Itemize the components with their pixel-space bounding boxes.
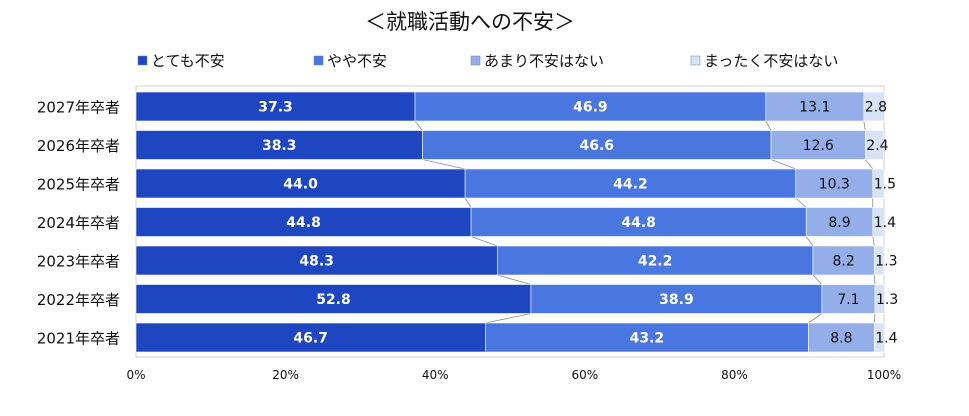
- category-label-4: 2024年卒者: [37, 214, 120, 232]
- bar-segment-4-row-5: [873, 245, 885, 276]
- data-label-4-row-6: 1.3: [876, 292, 898, 308]
- data-label-4-row-7: 1.4: [875, 331, 897, 347]
- data-label-2-row-4: 44.8: [621, 215, 656, 231]
- data-label-4-row-4: 1.4: [874, 215, 896, 231]
- bar-segment-4-row-2: [864, 130, 884, 160]
- legend: とても不安 やや不安 あまり不安はない まったく不安はない: [137, 52, 838, 70]
- legend-swatch-2: [313, 55, 324, 66]
- data-label-3-row-4: 8.9: [828, 215, 850, 231]
- data-labels: 37.3 46.9 13.1 2.8 38.3 46.6 12.6 2.4 44.0 44.2 10…: [258, 100, 898, 347]
- series-line-2-row-1: [765, 120, 772, 131]
- data-label-2-row-6: 38.9: [659, 292, 694, 308]
- category-label-7: 2021年卒者: [37, 330, 120, 348]
- category-label-5: 2023年卒者: [37, 253, 120, 271]
- series-line-3-row-1: [863, 120, 866, 131]
- bar-segment-4-row-3: [872, 168, 885, 199]
- bar-segment-2-row-7: [485, 322, 809, 353]
- data-label-4-row-2: 2.4: [866, 138, 888, 154]
- x-tick-label-5: 80%: [721, 368, 748, 382]
- bar-segment-2-row-2: [422, 130, 772, 160]
- data-label-2-row-1: 46.9: [573, 100, 608, 116]
- legend-swatch-4: [690, 55, 701, 66]
- series-line-2-row-6: [808, 313, 823, 324]
- series-line-2-row-4: [805, 236, 814, 247]
- data-label-3-row-6: 7.1: [837, 292, 859, 308]
- y-axis: 2027年卒者 2026年卒者 2025年卒者 2024年卒者 2023年卒者 2022年…: [37, 99, 120, 348]
- data-label-1-row-5: 48.3: [299, 254, 334, 270]
- bars: [135, 91, 886, 353]
- bar-segment-3-row-6: [821, 284, 876, 314]
- x-tick-label-4: 60%: [571, 368, 598, 382]
- x-tick-label-2: 20%: [272, 368, 299, 382]
- bar-segment-3-row-5: [812, 245, 875, 276]
- series-line-3-row-4: [872, 236, 875, 247]
- bar-segment-1-row-5: [135, 245, 498, 276]
- category-label-2: 2026年卒者: [37, 137, 120, 155]
- legend-swatch-3: [470, 55, 481, 66]
- legend-label-2: やや不安: [327, 52, 387, 70]
- legend-label-4: まったく不安はない: [704, 52, 838, 70]
- bar-segment-2-row-3: [464, 168, 797, 199]
- series-line-3-row-6: [873, 313, 876, 324]
- category-label-1: 2027年卒者: [37, 99, 120, 117]
- series-line-1-row-4: [470, 236, 498, 247]
- category-label-6: 2022年卒者: [37, 291, 120, 309]
- data-label-1-row-6: 52.8: [316, 292, 351, 308]
- category-label-3: 2025年卒者: [37, 176, 120, 194]
- data-label-2-row-5: 42.2: [638, 254, 673, 270]
- series-line-1-row-1: [414, 120, 423, 131]
- legend-label-1: とても不安: [151, 52, 225, 70]
- bar-segment-2-row-4: [470, 207, 807, 237]
- chart-title: ＜就職活動への不安＞: [365, 10, 575, 34]
- series-line-2-row-2: [770, 159, 796, 170]
- legend-swatch-1: [137, 55, 148, 66]
- series-lines: [414, 120, 876, 324]
- data-label-4-row-3: 1.5: [874, 177, 896, 193]
- bar-segment-3-row-3: [795, 168, 874, 199]
- series-line-2-row-5: [812, 274, 823, 285]
- data-label-4-row-1: 2.8: [865, 100, 887, 116]
- bar-segment-3-row-1: [765, 91, 865, 122]
- bar-segment-4-row-6: [874, 284, 886, 314]
- x-tick-label-6: 100%: [867, 368, 901, 382]
- bar-segment-2-row-5: [496, 245, 814, 276]
- series-line-3-row-5: [873, 274, 876, 285]
- data-label-3-row-1: 13.1: [799, 100, 830, 116]
- series-line-3-row-2: [864, 159, 874, 170]
- data-label-1-row-4: 44.8: [286, 215, 321, 231]
- data-label-2-row-7: 43.2: [630, 331, 665, 347]
- data-label-1-row-3: 44.0: [283, 177, 318, 193]
- bar-segment-1-row-7: [135, 322, 486, 353]
- x-tick-label-3: 40%: [422, 368, 449, 382]
- bar-segment-3-row-4: [805, 207, 874, 237]
- legend-label-3: あまり不安はない: [484, 52, 604, 70]
- data-label-3-row-3: 10.3: [819, 177, 850, 193]
- series-line-1-row-3: [464, 197, 472, 208]
- data-label-1-row-2: 38.3: [262, 138, 297, 154]
- bar-segment-1-row-3: [135, 168, 466, 199]
- bar-segment-3-row-2: [770, 130, 866, 160]
- series-line-2-row-3: [795, 197, 807, 208]
- data-label-3-row-5: 8.2: [832, 254, 854, 270]
- data-label-3-row-2: 12.6: [803, 138, 834, 154]
- series-line-1-row-5: [497, 274, 532, 285]
- data-label-2-row-2: 46.6: [579, 138, 614, 154]
- x-axis: 0% 20% 40% 60% 80% 100%: [126, 368, 901, 382]
- x-tick-label-1: 0%: [126, 368, 145, 382]
- bar-segment-4-row-1: [863, 91, 886, 122]
- data-label-1-row-1: 37.3: [258, 100, 293, 116]
- data-label-1-row-7: 46.7: [293, 331, 328, 347]
- data-label-2-row-3: 44.2: [613, 177, 648, 193]
- bar-segment-4-row-7: [873, 322, 886, 353]
- data-label-3-row-7: 8.8: [830, 331, 852, 347]
- series-line-1-row-6: [485, 313, 532, 324]
- bar-segment-2-row-1: [414, 91, 767, 122]
- bar-segment-1-row-6: [135, 284, 532, 314]
- data-label-4-row-5: 1.3: [875, 254, 897, 270]
- series-line-1-row-2: [422, 159, 466, 170]
- bar-segment-4-row-4: [872, 207, 884, 237]
- bar-segment-3-row-7: [808, 322, 875, 353]
- bar-segment-1-row-4: [135, 207, 472, 237]
